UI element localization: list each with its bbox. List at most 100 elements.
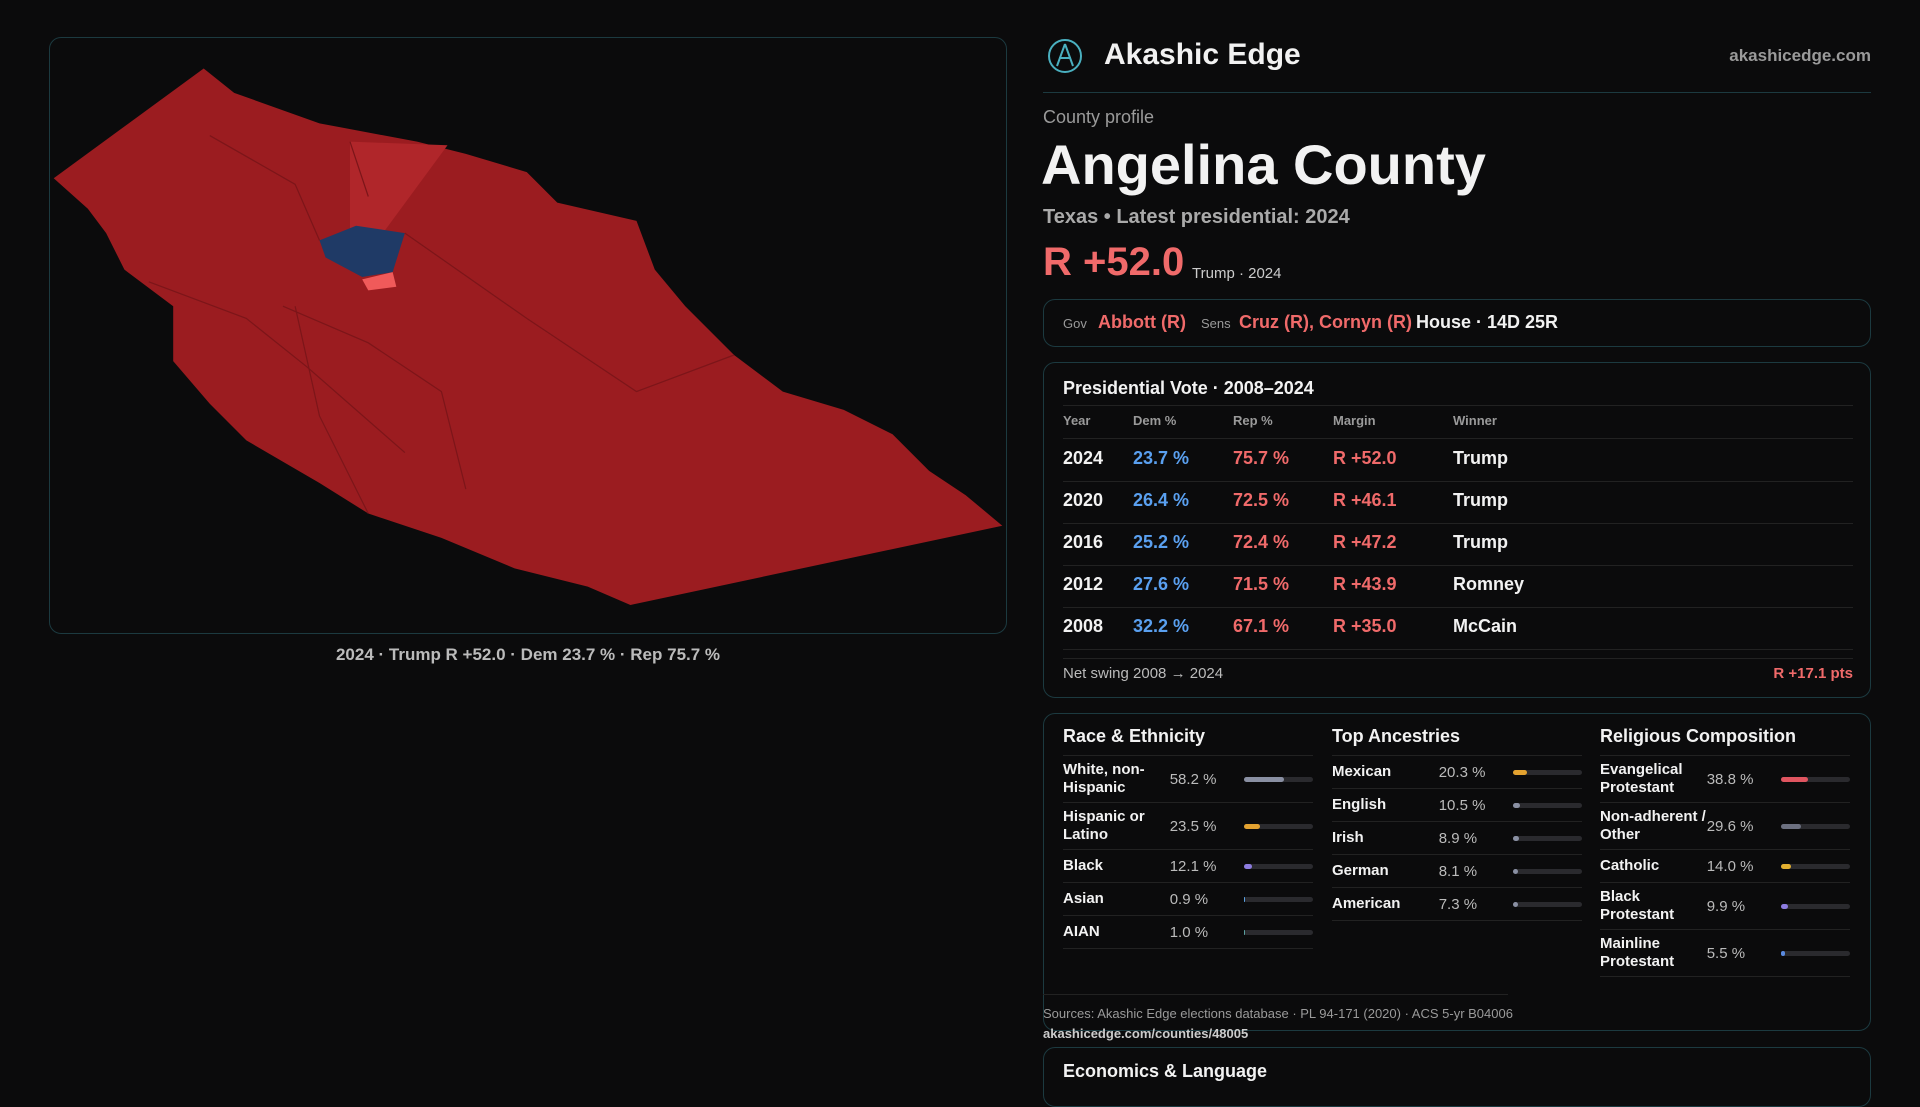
page: 2024 · Trump R +52.0 · Dem 23.7 % · Rep …	[49, 37, 1871, 1107]
rule	[1063, 649, 1853, 650]
swing-label: Net swing 2008 → 2024	[1063, 665, 1224, 682]
bar	[1780, 823, 1802, 829]
margin-note: Trump · 2024	[1192, 265, 1282, 282]
bar-track	[1780, 903, 1850, 909]
panel-title: Presidential Vote · 2008–2024	[1063, 378, 1314, 398]
table-cell: 2012	[1063, 574, 1104, 594]
table-cell: 26.4 %	[1133, 490, 1190, 510]
row-name: Black	[1063, 857, 1104, 874]
table-cell: 23.7 %	[1133, 448, 1190, 468]
row-value: 23.5 %	[1169, 817, 1217, 835]
column-header: Winner	[1453, 413, 1497, 428]
source-url[interactable]: akashicedge.com/counties/48005	[1043, 1026, 1249, 1041]
bar	[1512, 868, 1519, 874]
row-value: 38.8 %	[1706, 770, 1754, 788]
rule	[1063, 405, 1853, 406]
row-value: 8.1 %	[1438, 862, 1478, 880]
map-panel	[49, 37, 1007, 634]
demographic-row: Asian 0.9 %	[1063, 883, 1313, 916]
table-cell: 67.1 %	[1233, 616, 1290, 636]
bar	[1243, 896, 1245, 902]
row-name: Black Protestant	[1600, 888, 1675, 923]
bar	[1780, 863, 1791, 869]
site-link[interactable]: akashicedge.com	[1729, 46, 1871, 65]
bar-track	[1780, 863, 1850, 869]
county-map	[53, 68, 1003, 605]
row-name: German	[1332, 862, 1389, 879]
bar	[1780, 903, 1788, 909]
bar	[1512, 769, 1527, 775]
gov-label: Gov	[1063, 316, 1087, 331]
county-shape	[53, 68, 1003, 605]
rule	[1043, 994, 1508, 995]
demographics-panel: Race & Ethnicity White, non-Hispanic 58.2 …	[1043, 713, 1871, 1031]
row-name: White, non-Hispanic	[1063, 761, 1145, 796]
demographic-row: Non-adherent / Other 29.6 %	[1600, 803, 1850, 850]
row-value: 1.0 %	[1169, 923, 1209, 941]
panel-title: Race & Ethnicity	[1063, 726, 1313, 756]
demographic-row: Black 12.1 %	[1063, 850, 1313, 883]
demographic-row: Hispanic or Latino 23.5 %	[1063, 803, 1313, 850]
precinct-dem	[319, 225, 405, 277]
rule	[1063, 438, 1853, 439]
demographic-row: Mainline Protestant 5.5 %	[1600, 930, 1850, 977]
precinct	[362, 272, 397, 291]
row-value: 14.0 %	[1706, 857, 1754, 875]
demographic-row: English 10.5 %	[1332, 789, 1582, 822]
table-cell: 72.5 %	[1233, 490, 1290, 510]
eyebrow: County profile	[1043, 107, 1155, 127]
demographic-row: Black Protestant 9.9 %	[1600, 883, 1850, 930]
swing: R +17.1 pts	[1773, 665, 1853, 682]
row-name: Catholic	[1600, 857, 1660, 874]
table-cell: R +35.0	[1333, 616, 1397, 636]
demographic-row: Mexican 20.3 %	[1332, 756, 1582, 789]
bar	[1243, 929, 1245, 935]
column-header: Dem %	[1133, 413, 1177, 428]
demographic-row: Irish 8.9 %	[1332, 822, 1582, 855]
bar	[1243, 776, 1285, 782]
row-name: Mexican	[1332, 763, 1392, 780]
table-cell: 25.2 %	[1133, 532, 1190, 552]
demographic-column: Religious Composition Evangelical Protest…	[1600, 726, 1850, 977]
table-cell: 2008	[1063, 616, 1104, 636]
margin: R +52.0	[1043, 240, 1185, 284]
column-header: Rep %	[1233, 413, 1273, 428]
presidential-panel: Presidential Vote · 2008–2024 Net swing …	[1043, 362, 1871, 698]
table-cell: Trump	[1453, 448, 1509, 468]
row-name: American	[1332, 895, 1401, 912]
row-value: 29.6 %	[1706, 817, 1754, 835]
table-cell: R +47.2	[1333, 532, 1397, 552]
rule	[1063, 658, 1853, 659]
row-name: Irish	[1332, 829, 1364, 846]
table-cell: R +46.1	[1333, 490, 1397, 510]
bar-track	[1512, 868, 1582, 874]
demographic-row: White, non-Hispanic 58.2 %	[1063, 756, 1313, 803]
row-value: 5.5 %	[1706, 944, 1746, 962]
table-cell: Trump	[1453, 532, 1509, 552]
bar	[1512, 802, 1521, 808]
row-value: 58.2 %	[1169, 770, 1217, 788]
bar	[1780, 776, 1808, 782]
brand: Akashic Edge	[1104, 38, 1301, 71]
row-value: 10.5 %	[1438, 796, 1486, 814]
table-cell: R +52.0	[1333, 448, 1397, 468]
divider	[1043, 92, 1871, 93]
demographic-row: Catholic 14.0 %	[1600, 850, 1850, 883]
bar-track	[1243, 776, 1313, 782]
row-value: 7.3 %	[1438, 895, 1478, 913]
bar	[1243, 823, 1261, 829]
row-name: Non-adherent / Other	[1600, 808, 1706, 843]
column-header: Margin	[1333, 413, 1376, 428]
demographic-column: Race & Ethnicity White, non-Hispanic 58.2 …	[1063, 726, 1313, 949]
table-cell: Romney	[1453, 574, 1525, 594]
bar-track	[1512, 835, 1582, 841]
senators: Cruz (R), Cornyn (R)	[1239, 312, 1412, 332]
row-name: AIAN	[1063, 923, 1100, 940]
table-cell: R +43.9	[1333, 574, 1397, 594]
rule	[1063, 565, 1853, 566]
row-value: 9.9 %	[1706, 897, 1746, 915]
subtitle: Texas • Latest presidential: 2024	[1043, 206, 1350, 228]
bar-track	[1780, 776, 1850, 782]
rule	[1063, 607, 1853, 608]
table-cell: McCain	[1453, 616, 1518, 636]
